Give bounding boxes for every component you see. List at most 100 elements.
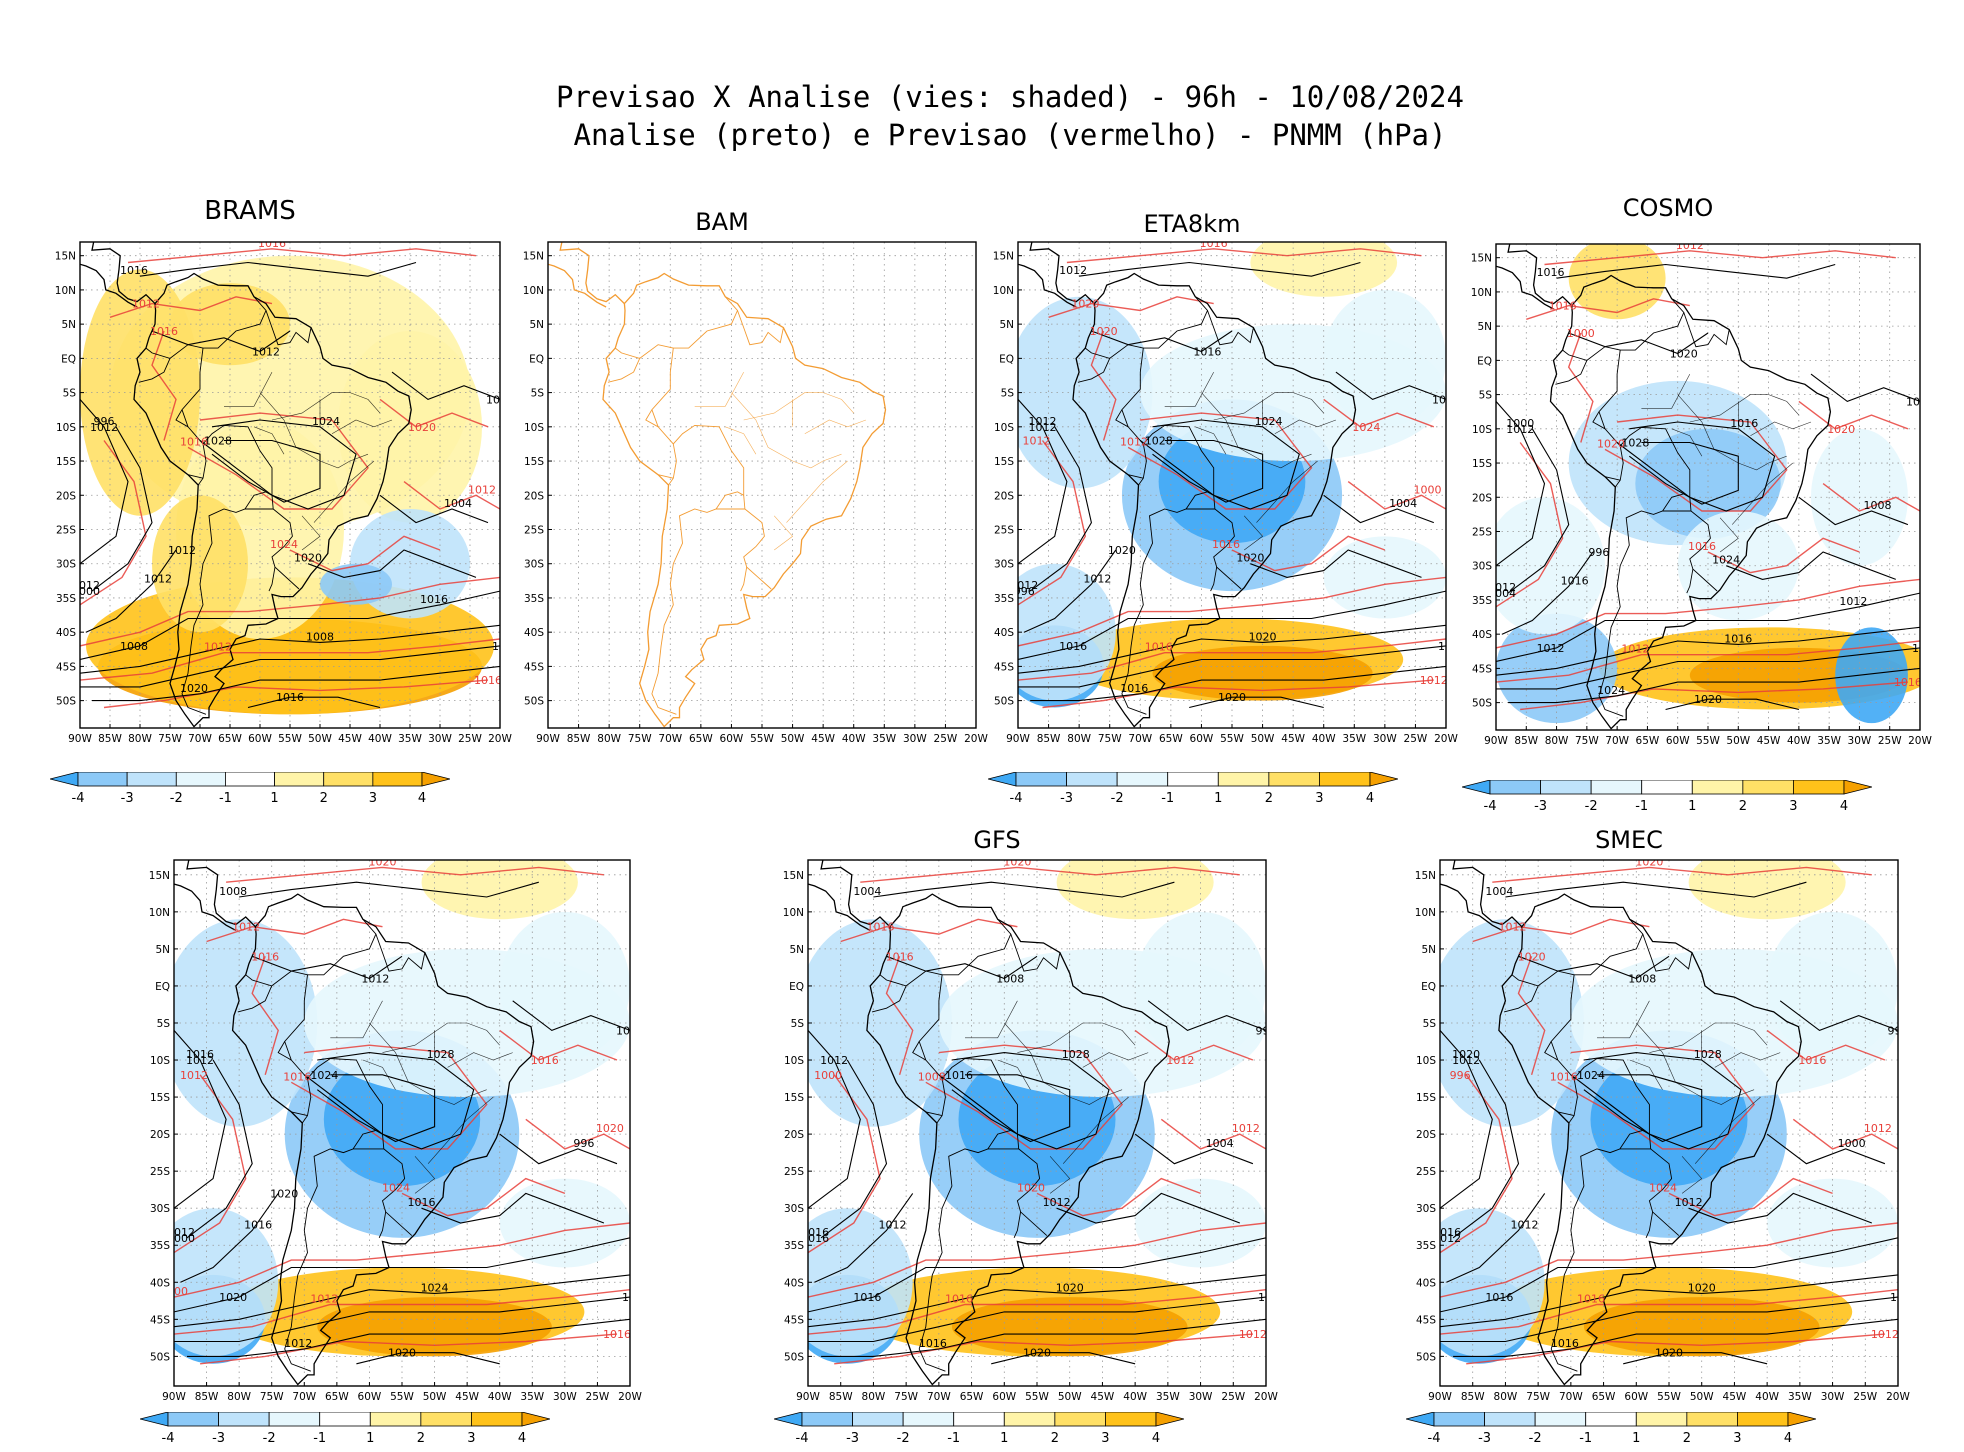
- isobar-label-black: 1012: [1059, 264, 1087, 277]
- analysis-isobar: [808, 1296, 1266, 1343]
- lon-tick-label: 90W: [796, 1391, 820, 1403]
- analysis-isobar: [1139, 419, 1300, 510]
- forecast-isobar: [403, 481, 500, 510]
- lon-tick-label: 50W: [1690, 1391, 1714, 1403]
- lat-tick-label: 10S: [150, 1055, 170, 1067]
- lon-tick-label: 20W: [1886, 1391, 1910, 1403]
- analysis-isobar: [1726, 551, 1896, 580]
- state-border: [1062, 1096, 1129, 1164]
- colorbar-label: -4: [1010, 791, 1023, 806]
- isobar-label-black: 1012: [361, 973, 389, 986]
- lon-tick-label: 70W: [927, 1391, 951, 1403]
- analysis-isobar: [1496, 626, 1920, 676]
- colorbar-min-arrow: [987, 771, 1017, 787]
- analysis-isobar: [1570, 1052, 1742, 1150]
- lon-tick-label: 55W: [750, 733, 774, 745]
- lat-tick-label: 20S: [1472, 492, 1492, 504]
- lat-tick-label: 35S: [1472, 595, 1492, 607]
- forecast-isobar: [206, 918, 383, 943]
- lon-tick-label: 50W: [781, 733, 805, 745]
- country-border: [1604, 476, 1621, 481]
- map-panel-gfs: 1016 1012 1012 1016 1020 1024 1016 1020 1028 1016…: [768, 859, 1278, 1408]
- lat-tick-label: 35S: [784, 1240, 804, 1252]
- isobar-label-red: 1012: [468, 483, 496, 496]
- analysis-isobar: [1779, 1000, 1898, 1032]
- lat-tick-label: 15N: [1471, 253, 1492, 265]
- lon-tick-label: 70W: [1128, 733, 1152, 745]
- isobar-label-red: 1016: [1200, 237, 1228, 250]
- colorbar-segment: [420, 1411, 472, 1427]
- lat-tick-label: 15S: [150, 1092, 170, 1104]
- forecast-isobar: [1792, 1118, 1898, 1150]
- country-border: [187, 474, 204, 479]
- grid-lines: [174, 860, 630, 1386]
- country-border: [145, 344, 204, 359]
- isobar-label-black: 1016: [945, 1069, 973, 1082]
- lat-tick-label: EQ: [61, 353, 76, 365]
- state-border: [1213, 392, 1294, 421]
- colorbar-label: 2: [320, 791, 328, 806]
- forecast-isobar: [379, 398, 489, 428]
- analysis-isobar: [821, 1318, 1266, 1357]
- isobar-label-red: 1012: [1621, 643, 1649, 656]
- country-border: [651, 508, 745, 715]
- forecast-isobar: [1134, 1029, 1254, 1061]
- state-border: [253, 426, 285, 455]
- analysis-isobar: [1568, 332, 1709, 355]
- analysis-isobar: [951, 1074, 1071, 1143]
- forecast-isobar: [1766, 1029, 1886, 1061]
- lat-tick-label: 5N: [155, 944, 170, 956]
- isobar-label-black: 1004: [1488, 587, 1516, 600]
- analysis-isobar: [1518, 955, 1670, 980]
- lon-tick-label: 20W: [1908, 735, 1932, 747]
- lon-tick-label: 55W: [1025, 1391, 1049, 1403]
- isobar-label-black: 1004: [1485, 885, 1513, 898]
- isobar-label-red: 1016: [251, 950, 279, 963]
- lon-tick-label: 25W: [1878, 735, 1902, 747]
- colorbar-max-arrow: [1369, 771, 1399, 787]
- isobar-label-black: 1012: [168, 544, 196, 557]
- analysis-isobar: [1616, 421, 1776, 512]
- coastline: [231, 893, 535, 1386]
- lon-tick-label: 40W: [1787, 735, 1811, 747]
- country-border: [1121, 508, 1215, 715]
- lat-tick-label: 10N: [55, 285, 76, 297]
- lat-tick-label: 50S: [1472, 698, 1492, 710]
- lon-tick-label: 25W: [1853, 1391, 1877, 1403]
- isobar-label-red: 1016: [886, 950, 914, 963]
- lat-tick-label: 15N: [993, 251, 1014, 263]
- isobar-label-black: 1024: [1577, 1069, 1605, 1082]
- state-border: [369, 1022, 487, 1105]
- colorbar-label: 3: [369, 791, 377, 806]
- analysis-isobar: [1810, 373, 1920, 403]
- lat-tick-label: 25S: [150, 1166, 170, 1178]
- state-border: [313, 460, 375, 523]
- country-border: [277, 1041, 292, 1061]
- map-svg-eta: 1012101210121016102010241016102010241028…: [993, 241, 1458, 745]
- lat-tick-label: 25S: [524, 524, 544, 536]
- bias-area: [1018, 563, 1116, 701]
- lon-tick-label: 35W: [398, 733, 422, 745]
- analysis-isobar: [1335, 371, 1446, 401]
- colorbar-min-arrow: [773, 1411, 803, 1427]
- isobar-label-black: 1016: [1120, 682, 1148, 695]
- lat-tick-label: 35S: [150, 1240, 170, 1252]
- colorbar-label: -3: [1060, 791, 1073, 806]
- coastline-central-america: [1452, 860, 1523, 928]
- analysis-isobar: [1688, 1192, 1872, 1224]
- country-border: [1645, 1211, 1654, 1238]
- isobar-label-black: 1020: [1694, 693, 1722, 706]
- lon-tick-label: 60W: [720, 733, 744, 745]
- colorbar-max-arrow: [1787, 1411, 1817, 1427]
- lat-tick-label: 50S: [784, 1351, 804, 1363]
- analysis-isobar: [1440, 1030, 1493, 1209]
- country-border: [378, 1211, 387, 1238]
- map-panel-cosmo: 1012 1012 1016 1012 1016 1020 1024 1020 1016 1028…: [1456, 243, 1932, 752]
- colorbar-label: -1: [1635, 799, 1648, 814]
- coastline-central-america: [1507, 244, 1573, 307]
- lon-tick-label: 70W: [1605, 735, 1629, 747]
- forecast-isobar: [1668, 1177, 1833, 1217]
- colorbar-label: -1: [1161, 791, 1174, 806]
- colorbar-label: -4: [1428, 1431, 1441, 1446]
- analysis-isobar: [1496, 647, 1920, 690]
